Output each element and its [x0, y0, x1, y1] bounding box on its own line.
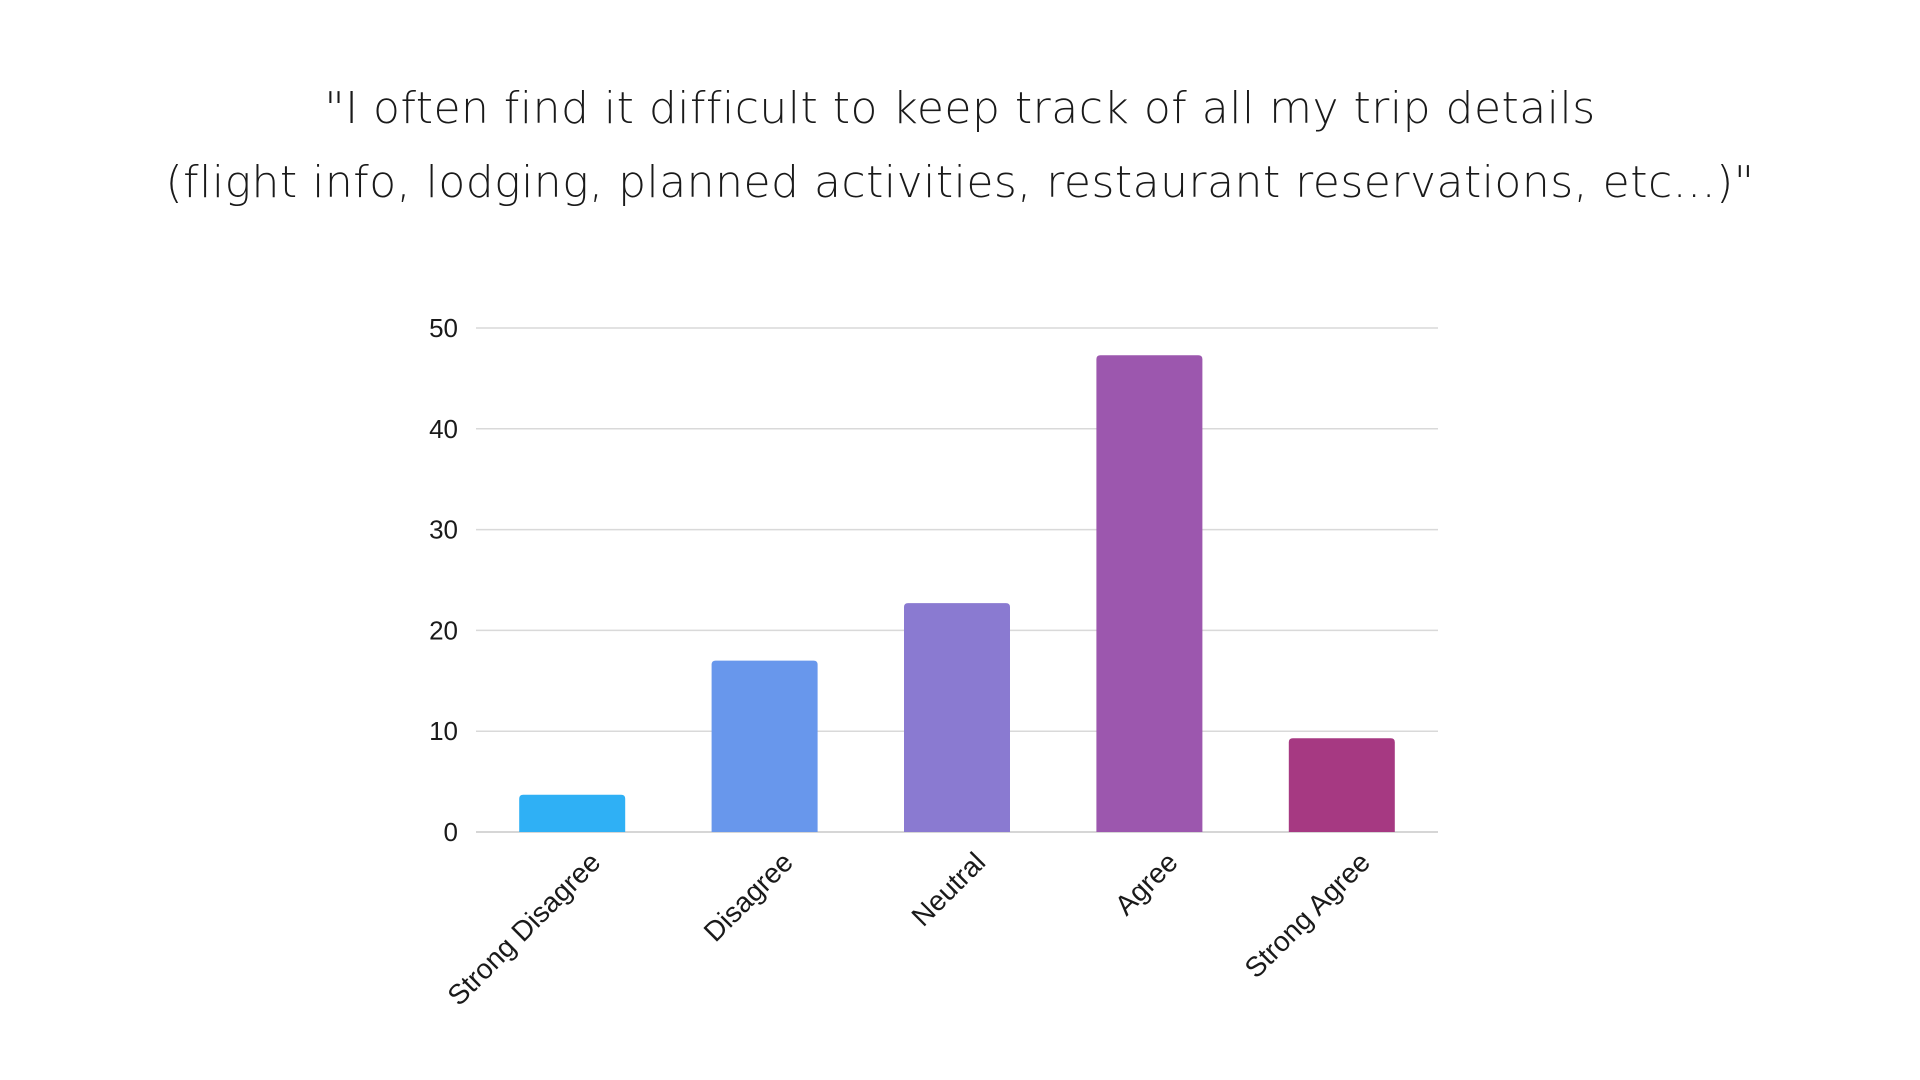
- chart-title: "I often find it difficult to keep track…: [0, 72, 1920, 220]
- y-tick-label: 20: [429, 615, 458, 645]
- y-tick-label: 30: [429, 515, 458, 545]
- x-category-label: Disagree: [698, 846, 799, 947]
- bar-agree: [1096, 355, 1203, 832]
- chart-title-line-1: "I often find it difficult to keep track…: [324, 83, 1596, 134]
- chart-title-line-2: (flight info, lodging, planned activitie…: [165, 157, 1755, 208]
- bar-strong-disagree: [519, 794, 626, 832]
- x-category-label: Strong Agree: [1239, 846, 1376, 983]
- y-tick-label: 0: [444, 817, 458, 847]
- x-axis-category-labels: Strong Disagree Disagree Neutral Agree Stron…: [441, 846, 1376, 1011]
- x-category-label: Strong Disagree: [441, 846, 606, 1011]
- bar-strong-agree: [1288, 738, 1395, 832]
- x-category-label: Neutral: [905, 846, 991, 932]
- y-tick-label: 40: [429, 414, 458, 444]
- bars: [519, 355, 1395, 832]
- bar-neutral: [904, 603, 1010, 832]
- x-category-label: Agree: [1109, 846, 1184, 921]
- y-axis-tick-labels: 0 10 20 30 40 50: [429, 313, 458, 847]
- y-tick-label: 50: [429, 313, 458, 343]
- bar-disagree: [711, 660, 818, 832]
- y-tick-label: 10: [429, 716, 458, 746]
